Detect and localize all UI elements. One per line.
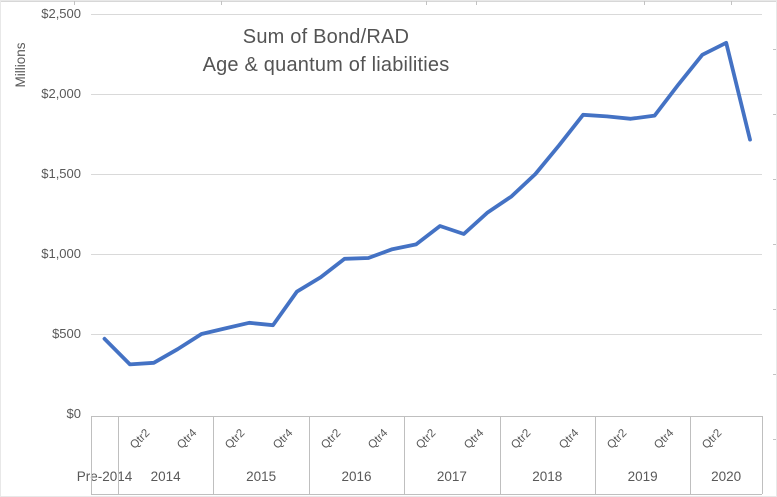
x-year-label: 2016 bbox=[341, 469, 372, 484]
sheet-top-edge bbox=[1, 1, 776, 2]
sheet-row-tick bbox=[773, 49, 776, 50]
axis-table-border bbox=[690, 416, 692, 494]
sheet-row-tick bbox=[773, 309, 776, 310]
sheet-column-tick bbox=[74, 1, 75, 5]
chart-title-line2: Age & quantum of liabilities bbox=[202, 54, 450, 76]
sheet-row-tick bbox=[773, 114, 776, 115]
axis-table-border bbox=[213, 416, 215, 494]
axis-table-border bbox=[91, 416, 92, 494]
sheet-column-tick bbox=[476, 1, 477, 5]
axis-table-border bbox=[404, 416, 406, 494]
axis-table-border bbox=[595, 416, 596, 494]
sheet-column-tick bbox=[731, 1, 732, 5]
chart-title: Sum of Bond/RAD Age & quantum of liabili… bbox=[151, 23, 501, 79]
chart-title-line1: Sum of Bond/RAD bbox=[242, 26, 410, 48]
y-tick-label: $500 bbox=[52, 326, 81, 341]
axis-table-border bbox=[118, 416, 119, 494]
y-tick-label: $2,000 bbox=[41, 86, 81, 101]
x-year-label: 2018 bbox=[532, 469, 563, 484]
sheet-column-tick bbox=[644, 1, 645, 5]
axis-table-bottom-border bbox=[91, 494, 762, 495]
sheet-row-tick bbox=[773, 374, 776, 375]
x-year-label: 2020 bbox=[711, 469, 742, 484]
x-year-label: 2017 bbox=[436, 469, 467, 484]
y-gridline bbox=[91, 174, 762, 175]
x-year-label: 2014 bbox=[150, 469, 181, 484]
x-year-label: 2015 bbox=[246, 469, 277, 484]
x-axis-line bbox=[91, 416, 762, 417]
x-year-label: 2019 bbox=[627, 469, 658, 484]
axis-table-border bbox=[308, 416, 310, 494]
bond-rad-line-series bbox=[102, 40, 752, 367]
y-gridline bbox=[91, 94, 762, 95]
y-tick-label: $1,000 bbox=[41, 246, 81, 261]
y-tick-label: $0 bbox=[66, 406, 81, 421]
axis-table-border bbox=[761, 416, 763, 494]
sheet-row-tick bbox=[773, 244, 776, 245]
sheet-column-tick bbox=[426, 1, 427, 5]
axis-table-border bbox=[499, 416, 501, 494]
sheet-column-tick bbox=[221, 1, 222, 5]
y-gridline bbox=[91, 14, 762, 15]
y-tick-label: $1,500 bbox=[41, 166, 81, 181]
sheet-row-tick bbox=[773, 439, 776, 440]
sheet-row-tick bbox=[773, 179, 776, 180]
y-tick-label: $2,500 bbox=[41, 6, 81, 21]
y-gridline bbox=[91, 254, 762, 255]
y-gridline bbox=[91, 334, 762, 335]
